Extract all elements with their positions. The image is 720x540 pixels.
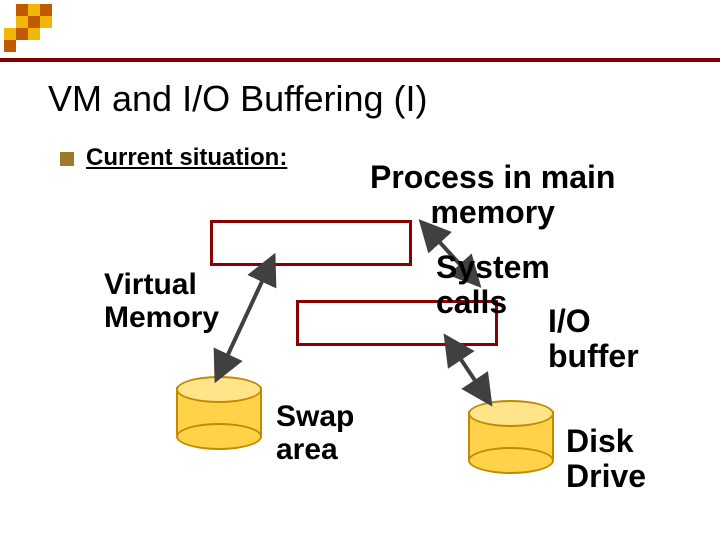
cylinder-disk [468, 400, 550, 470]
label-virtual-memory: VirtualMemory [104, 268, 219, 334]
label-swap-area: Swaparea [276, 400, 354, 466]
label-disk-drive: DiskDrive [566, 424, 646, 494]
label-system-calls: Systemcalls [436, 250, 550, 320]
label-process-main: Process in mainmemory [370, 160, 615, 230]
label-io-buffer: I/Obuffer [548, 304, 639, 374]
subtitle: Current situation: [86, 144, 287, 172]
slide-title: VM and I/O Buffering (I) [48, 78, 428, 120]
accent-bar [0, 58, 720, 62]
bullet-icon [60, 152, 74, 166]
cylinder-swap [176, 376, 258, 446]
